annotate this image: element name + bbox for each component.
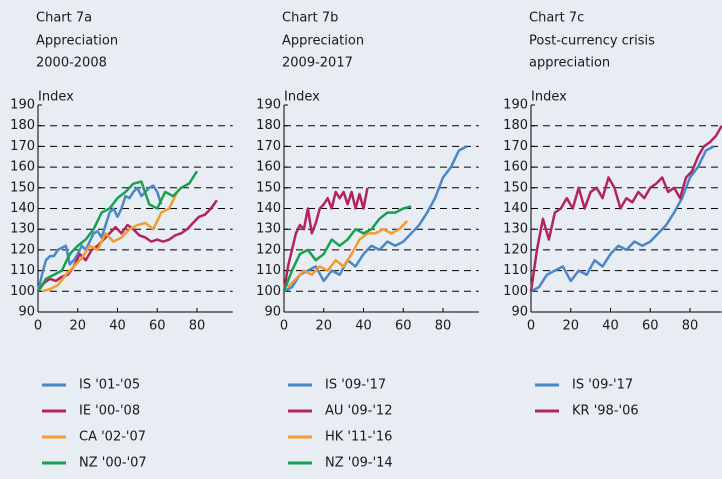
x-tick-label: 20: [562, 319, 579, 334]
series-line: [36, 170, 199, 292]
y-tick-label: 140: [10, 201, 35, 216]
series-line: [283, 145, 468, 293]
x-tick-label: 20: [69, 319, 86, 334]
y-tick-label: 120: [10, 242, 35, 257]
legend-label: KR '98-'06: [572, 404, 639, 419]
y-tick-label: 100: [10, 284, 35, 299]
y-tick-label: 180: [256, 118, 281, 133]
y-tick-label: 90: [18, 305, 35, 320]
y-axis-label: Index: [284, 90, 320, 105]
y-axis-label: Index: [531, 90, 567, 105]
y-tick-label: 130: [10, 222, 35, 237]
y-tick-label: 110: [503, 263, 528, 278]
x-tick-label: 80: [682, 319, 699, 334]
y-tick-label: 90: [264, 305, 281, 320]
chart-title: Chart 7b: [282, 11, 338, 26]
y-tick-label: 140: [503, 201, 528, 216]
x-tick-label: 40: [109, 319, 126, 334]
y-tick-label: 170: [256, 139, 281, 154]
legend-label: HK '11-'16: [325, 430, 392, 445]
y-tick-label: 170: [503, 139, 528, 154]
legend-label: AU '09-'12: [325, 404, 392, 419]
series-line: [41, 191, 179, 293]
y-tick-label: 100: [256, 284, 281, 299]
y-tick-label: 140: [256, 201, 281, 216]
series-line: [36, 199, 218, 293]
legend-label: IS '09-'17: [572, 378, 633, 393]
series-line: [287, 220, 409, 289]
y-tick-label: 180: [10, 118, 35, 133]
x-tick-label: 80: [189, 319, 206, 334]
y-tick-label: 90: [511, 305, 528, 320]
series-line: [282, 205, 412, 292]
legend-label: IE '00-'08: [79, 404, 140, 419]
legend-label: IS '01-'05: [79, 378, 140, 393]
y-tick-label: 160: [256, 160, 281, 175]
legend-label: CA '02-'07: [79, 430, 146, 445]
x-tick-label: 0: [527, 319, 535, 334]
x-tick-label: 80: [435, 319, 452, 334]
x-tick-label: 60: [149, 319, 166, 334]
y-tick-label: 110: [256, 263, 281, 278]
series-line: [282, 187, 369, 292]
series-line: [529, 125, 722, 292]
y-tick-label: 160: [10, 160, 35, 175]
y-tick-label: 100: [503, 284, 528, 299]
series-line: [36, 184, 163, 292]
y-tick-label: 120: [503, 242, 528, 257]
series-line: [530, 145, 715, 293]
x-tick-label: 40: [602, 319, 619, 334]
y-tick-label: 190: [256, 98, 281, 113]
y-tick-label: 150: [256, 180, 281, 195]
chart-subtitle: 2009-2017: [282, 56, 353, 71]
x-tick-label: 0: [280, 319, 288, 334]
y-axis-label: Index: [38, 90, 74, 105]
x-tick-label: 60: [395, 319, 412, 334]
chart-subtitle: Appreciation: [36, 34, 118, 49]
x-tick-label: 0: [34, 319, 42, 334]
y-tick-label: 110: [10, 263, 35, 278]
chart-subtitle: Post-currency crisis: [529, 34, 655, 49]
y-tick-label: 150: [503, 180, 528, 195]
y-tick-label: 150: [10, 180, 35, 195]
chart-subtitle: appreciation: [529, 56, 610, 71]
y-tick-label: 160: [503, 160, 528, 175]
y-tick-label: 130: [256, 222, 281, 237]
legend-label: NZ '00-'07: [79, 456, 147, 471]
chart-subtitle: Appreciation: [282, 34, 364, 49]
x-tick-label: 20: [315, 319, 332, 334]
y-tick-label: 190: [10, 98, 35, 113]
y-tick-label: 190: [503, 98, 528, 113]
chart-title: Chart 7a: [36, 11, 92, 26]
x-tick-label: 60: [642, 319, 659, 334]
legend-label: IS '09-'17: [325, 378, 386, 393]
chart-title: Chart 7c: [529, 11, 584, 26]
y-tick-label: 170: [10, 139, 35, 154]
x-tick-label: 40: [355, 319, 372, 334]
chart-subtitle: 2000-2008: [36, 56, 107, 71]
legend-label: NZ '09-'14: [325, 456, 393, 471]
y-tick-label: 120: [256, 242, 281, 257]
y-tick-label: 180: [503, 118, 528, 133]
y-tick-label: 130: [503, 222, 528, 237]
